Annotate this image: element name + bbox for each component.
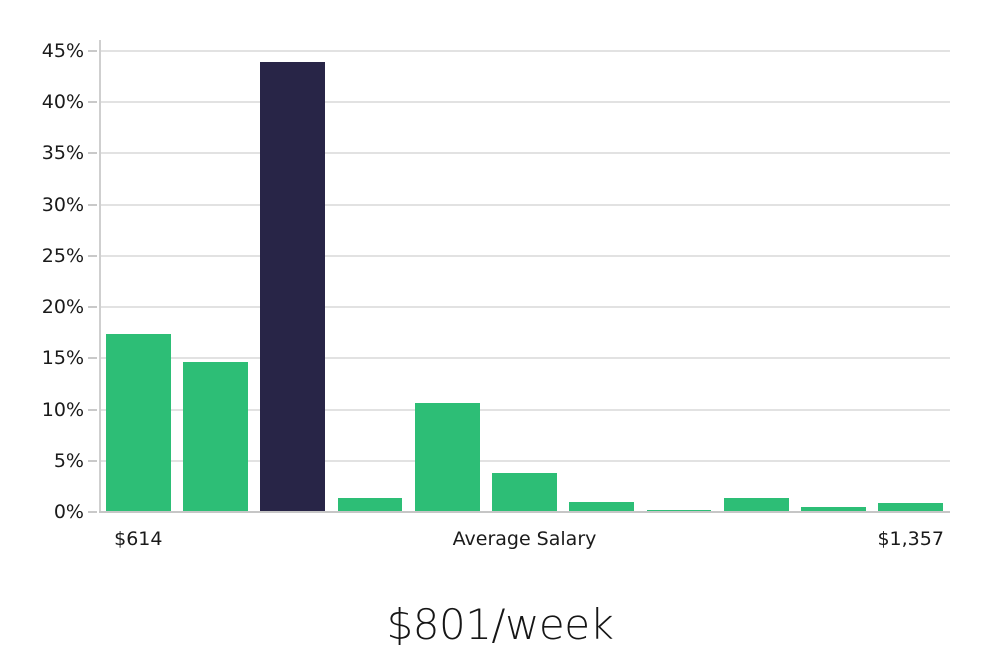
y-axis-tick: [88, 49, 97, 52]
plot-area: [99, 40, 950, 513]
y-axis-tick: [88, 101, 97, 103]
y-axis-line: [99, 40, 101, 513]
gridline: [99, 203, 950, 206]
y-tick-label: 0%: [53, 501, 84, 523]
gridline: [99, 254, 950, 257]
histogram-bar: [723, 497, 789, 513]
y-axis-tick: [88, 408, 97, 411]
gridline: [99, 49, 950, 52]
histogram-bar: [414, 403, 480, 513]
y-tick-label: 45%: [41, 39, 84, 62]
y-tick-label: 25%: [41, 244, 84, 267]
histogram-bar: [337, 497, 403, 513]
y-axis-tick: [88, 152, 97, 155]
x-axis-baseline: [99, 511, 950, 513]
y-axis-tick: [88, 203, 97, 206]
y-tick-label: 20%: [41, 296, 84, 318]
chart-title: $801/week: [386, 600, 614, 649]
gridline: [99, 357, 950, 360]
gridline: [99, 408, 950, 411]
y-tick-label: 30%: [41, 193, 84, 216]
y-axis-tick: [88, 254, 97, 257]
histogram-bar: [183, 362, 248, 513]
histogram-bar-highlighted: [260, 62, 326, 513]
x-axis-label: Average Salary: [452, 528, 597, 550]
y-axis-tick: [88, 459, 97, 462]
y-tick-label: 15%: [41, 347, 84, 370]
y-tick-label: 5%: [53, 449, 84, 472]
histogram-bar: [801, 506, 866, 513]
histogram-bar: [106, 333, 171, 513]
y-tick-label: 40%: [41, 91, 84, 113]
gridline: [99, 459, 950, 462]
histogram-bar: [492, 473, 557, 513]
y-axis-tick: [88, 306, 97, 308]
gridline: [99, 101, 950, 103]
y-axis-tick: [88, 511, 97, 513]
y-tick-label: 35%: [41, 142, 84, 165]
gridline: [99, 306, 950, 308]
x-axis-label: $1,357: [877, 528, 944, 550]
histogram-bar: [569, 501, 635, 513]
gridline: [99, 152, 950, 155]
histogram-bar: [878, 502, 943, 513]
y-tick-label: 10%: [41, 398, 84, 421]
x-axis-label: $614: [114, 528, 163, 550]
y-axis-tick: [88, 357, 97, 360]
